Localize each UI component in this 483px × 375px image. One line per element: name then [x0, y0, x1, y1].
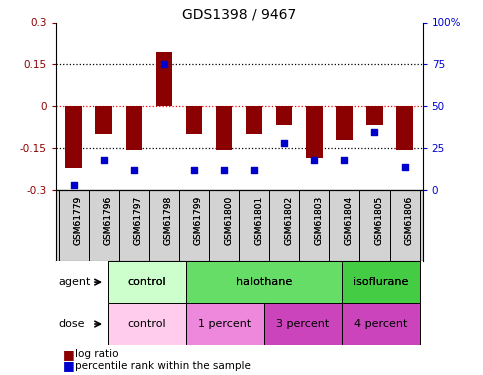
Point [70, 182, 77, 188]
Text: GSM61806: GSM61806 [405, 196, 413, 245]
Bar [186, 303, 264, 345]
Text: 1 percent: 1 percent [198, 319, 251, 329]
Bar [96, 106, 112, 134]
Point [341, 157, 348, 163]
Text: GSM61801: GSM61801 [254, 196, 263, 245]
Bar [366, 106, 383, 124]
Bar [108, 303, 186, 345]
Text: dose: dose [58, 319, 85, 329]
Text: halothane: halothane [236, 277, 292, 287]
Bar [186, 261, 342, 303]
Text: isoflurane: isoflurane [353, 277, 409, 287]
Text: GSM61805: GSM61805 [374, 196, 384, 245]
Text: GSM61802: GSM61802 [284, 196, 293, 245]
Text: GSM61796: GSM61796 [104, 196, 113, 245]
Text: GSM61779: GSM61779 [73, 196, 83, 245]
Bar [216, 106, 232, 150]
Text: GSM61800: GSM61800 [224, 196, 233, 245]
Text: GSM61797: GSM61797 [134, 196, 143, 245]
Text: control: control [128, 277, 166, 287]
Bar [65, 106, 82, 168]
Text: agent: agent [58, 277, 90, 287]
Point [220, 167, 228, 173]
Text: ■: ■ [63, 348, 74, 361]
Text: control: control [128, 277, 166, 287]
Text: percentile rank within the sample: percentile rank within the sample [75, 361, 251, 370]
Point [100, 157, 108, 163]
Bar [342, 261, 420, 303]
Text: GSM61806: GSM61806 [405, 196, 413, 245]
Bar [185, 106, 202, 134]
Text: GSM61796: GSM61796 [104, 196, 113, 245]
Text: GSM61800: GSM61800 [224, 196, 233, 245]
Text: GSM61801: GSM61801 [254, 196, 263, 245]
Bar [396, 106, 413, 150]
Point [130, 167, 138, 173]
Text: control: control [128, 319, 166, 329]
Title: GDS1398 / 9467: GDS1398 / 9467 [182, 8, 296, 21]
Bar [306, 106, 323, 158]
Text: GSM61798: GSM61798 [164, 196, 173, 245]
Point [160, 62, 168, 68]
Point [370, 129, 378, 135]
Point [280, 140, 288, 146]
Text: GSM61799: GSM61799 [194, 196, 203, 245]
Bar [126, 106, 142, 150]
Bar [186, 261, 342, 303]
Point [401, 164, 409, 170]
Text: GSM61802: GSM61802 [284, 196, 293, 245]
Text: GSM61798: GSM61798 [164, 196, 173, 245]
Text: GSM61799: GSM61799 [194, 196, 203, 245]
Text: halothane: halothane [236, 277, 292, 287]
Text: GSM61804: GSM61804 [344, 196, 354, 245]
Text: log ratio: log ratio [75, 350, 118, 359]
Point [190, 167, 198, 173]
Text: GSM61804: GSM61804 [344, 196, 354, 245]
Text: isoflurane: isoflurane [353, 277, 409, 287]
Text: GSM61797: GSM61797 [134, 196, 143, 245]
Bar [276, 106, 293, 124]
Text: GSM61803: GSM61803 [314, 196, 323, 245]
Text: 3 percent: 3 percent [276, 319, 329, 329]
Bar [108, 261, 186, 303]
Point [311, 157, 318, 163]
Bar [336, 106, 353, 140]
Text: 4 percent: 4 percent [355, 319, 408, 329]
Bar [264, 303, 342, 345]
Bar [156, 52, 172, 106]
Bar [108, 261, 186, 303]
Bar [246, 106, 262, 134]
Text: GSM61779: GSM61779 [73, 196, 83, 245]
Bar [342, 261, 420, 303]
Text: GSM61805: GSM61805 [374, 196, 384, 245]
Point [250, 167, 258, 173]
Text: GSM61803: GSM61803 [314, 196, 323, 245]
Bar [342, 303, 420, 345]
Text: ■: ■ [63, 359, 74, 372]
